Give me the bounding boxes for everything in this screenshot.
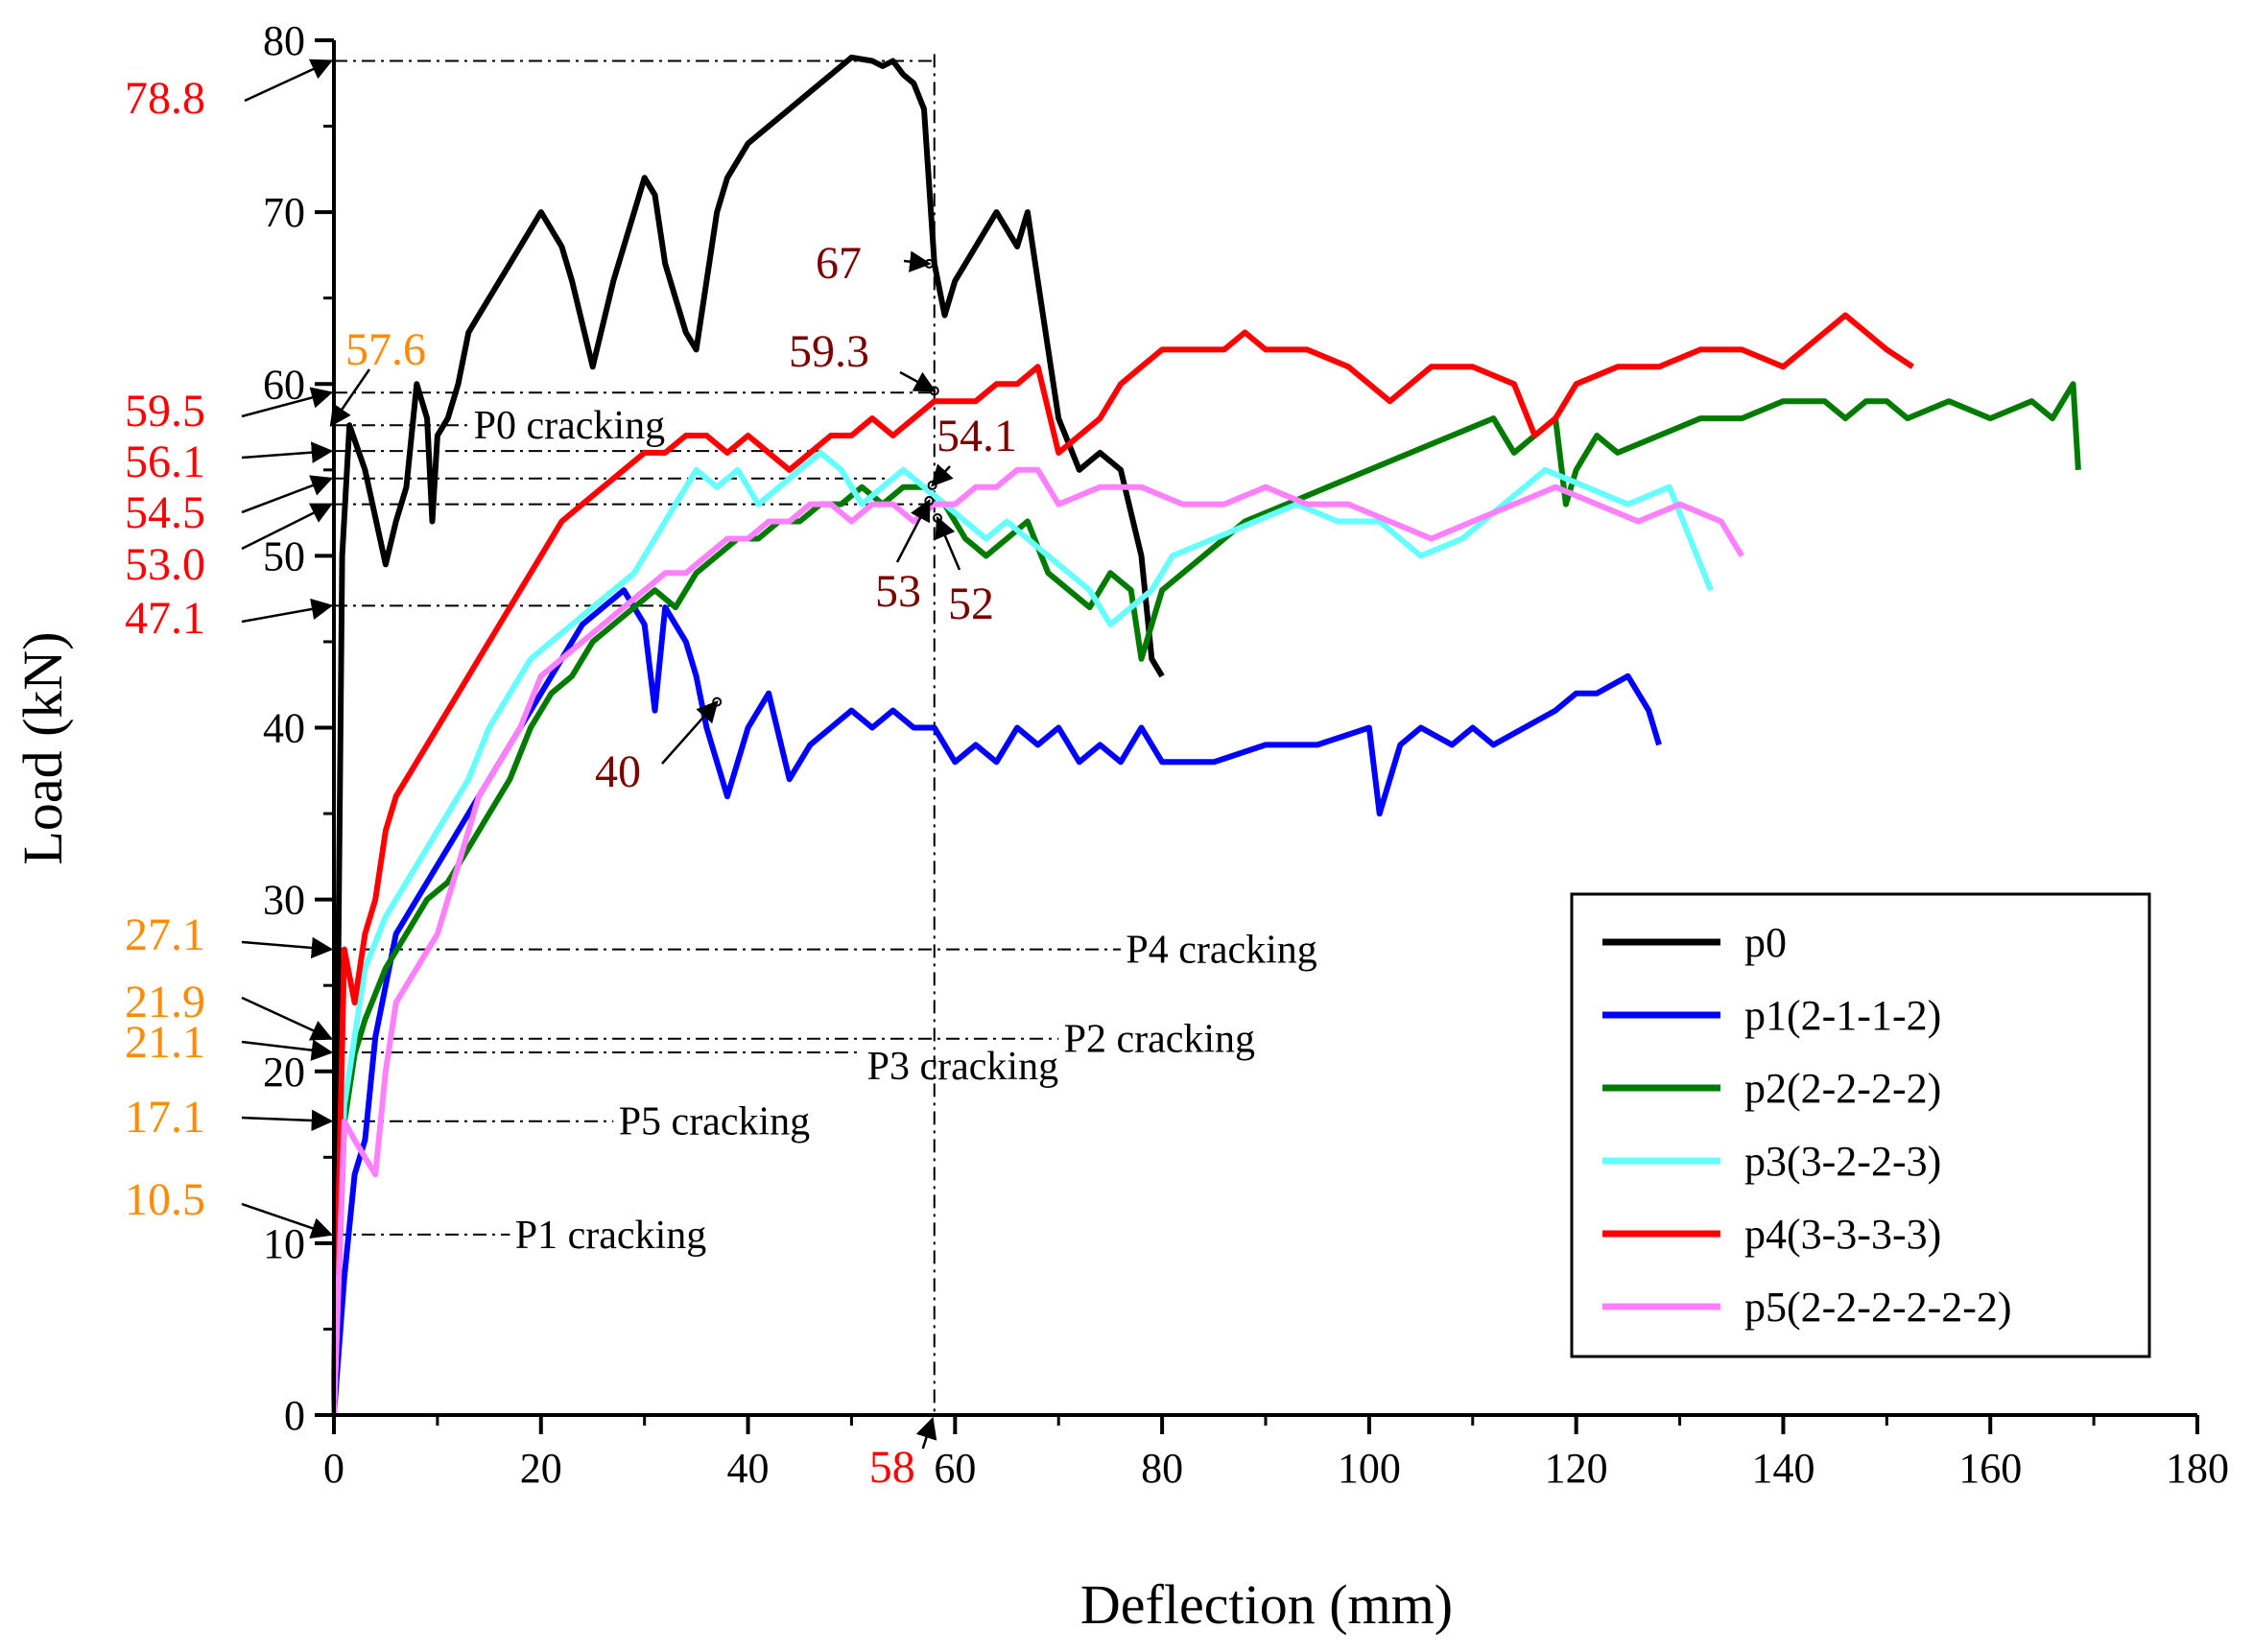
point-arrow — [935, 515, 961, 571]
x-tick-label: 0 — [323, 1445, 344, 1492]
x-tick-label: 20 — [520, 1445, 562, 1492]
x-tick-label: 180 — [2166, 1445, 2229, 1492]
y-value-annotation: 17.1 — [125, 1092, 205, 1143]
legend-box — [1570, 892, 2151, 1358]
y-value-annotation: 21.9 — [125, 977, 205, 1027]
point-annotation: 67 — [816, 238, 862, 289]
point-marker — [924, 258, 935, 269]
y-value-annotation: 53.0 — [125, 539, 205, 590]
cracking-label: P1 cracking — [515, 1214, 706, 1258]
annotation-arrow — [241, 1039, 334, 1061]
y-value-annotation: 10.5 — [125, 1174, 205, 1225]
y-tick-label: 50 — [263, 532, 305, 579]
x-tick-label: 80 — [1141, 1445, 1183, 1492]
cracking-label: P0 cracking — [474, 404, 665, 448]
series-line-p2-2-2-2-2 — [331, 381, 2081, 1416]
legend-label: p1(2-1-1-2) — [1744, 992, 1941, 1039]
x-annotation-arrow — [915, 1416, 937, 1450]
x-tick-label: 40 — [727, 1445, 770, 1492]
y-value-annotation: 56.1 — [125, 437, 205, 487]
x-tick-label: 160 — [1958, 1445, 2022, 1492]
y-value-annotation: 47.1 — [125, 593, 205, 644]
legend-label: p4(3-3-3-3) — [1744, 1211, 1941, 1258]
axes: 0 20 40 60 80 100 120 140 160 1800102030405060708… — [263, 17, 2229, 1492]
point-arrow — [661, 699, 719, 765]
y-tick-label: 70 — [263, 189, 305, 236]
cracking-label: P4 cracking — [1126, 929, 1316, 973]
legend: p0 p1(2-1-1-2) p2(2-2-2-2) p3(3-2-2-3) p4(3-… — [1570, 892, 2151, 1358]
x-tick-label: 120 — [1545, 1445, 1608, 1492]
series-line-p0 — [331, 54, 1165, 1416]
y-tick-label: 20 — [263, 1049, 305, 1096]
y-tick-label: 40 — [263, 705, 305, 752]
y-tick-label: 10 — [263, 1220, 305, 1267]
legend-label: p5(2-2-2-2-2-2) — [1744, 1284, 2012, 1331]
cracking-label: P2 cracking — [1064, 1018, 1255, 1062]
x-tick-label: 100 — [1338, 1445, 1401, 1492]
legend-label: p2(2-2-2-2) — [1744, 1065, 1941, 1112]
point-annotation: 40 — [595, 746, 641, 797]
point-marker — [929, 386, 939, 396]
annotation-arrow — [241, 475, 334, 514]
y-tick-label: 0 — [284, 1392, 305, 1439]
annotation-arrow — [241, 387, 334, 418]
series-layer — [331, 54, 2081, 1416]
annotation-arrow — [241, 503, 334, 551]
legend-label: p0 — [1744, 919, 1787, 966]
annotation-arrow — [329, 368, 371, 428]
legend-label: p3(3-2-2-3) — [1744, 1138, 1941, 1185]
cracking-label: P3 cracking — [867, 1045, 1058, 1089]
point-arrow — [899, 370, 937, 392]
annotation-arrow — [244, 59, 334, 103]
x-value-annotation: 58 — [869, 1442, 915, 1493]
point-annotation: 54.1 — [937, 411, 1017, 461]
y-axis-title: Load (kN) — [12, 631, 74, 864]
annotation-arrow — [241, 996, 334, 1041]
series-line-p4-3-3-3-3 — [331, 312, 1914, 1416]
y-value-annotation: 27.1 — [125, 909, 205, 960]
x-tick-label: 60 — [934, 1445, 976, 1492]
cracking-label: P5 cracking — [619, 1100, 810, 1145]
annotation-arrow — [241, 936, 334, 959]
y-value-annotation: 57.6 — [345, 324, 426, 375]
y-value-annotation: 21.1 — [125, 1017, 205, 1068]
point-marker — [712, 696, 723, 707]
annotation-arrow — [241, 441, 334, 463]
annotation-arrow — [241, 598, 334, 624]
y-value-annotation: 78.8 — [125, 73, 205, 124]
point-arrow — [895, 499, 931, 563]
point-marker — [927, 480, 937, 490]
y-tick-label: 30 — [263, 877, 305, 924]
annotation-arrow — [241, 1109, 334, 1132]
series-line-p5-2-2-2-2-2-2 — [331, 466, 1744, 1416]
point-marker — [924, 496, 935, 507]
annotation-arrow — [241, 1202, 334, 1239]
series-line-p3-3-2-2-3 — [331, 449, 1714, 1416]
point-annotation: 53 — [875, 566, 921, 617]
point-annotation: 52 — [948, 578, 994, 629]
y-value-annotation: 59.5 — [125, 386, 205, 437]
y-tick-label: 80 — [263, 17, 305, 64]
x-tick-label: 140 — [1751, 1445, 1814, 1492]
point-annotation: 59.3 — [789, 326, 869, 377]
x-axis-title: Deflection (mm) — [1080, 1573, 1453, 1636]
y-value-annotation: 54.5 — [125, 487, 205, 538]
point-marker — [932, 512, 942, 523]
